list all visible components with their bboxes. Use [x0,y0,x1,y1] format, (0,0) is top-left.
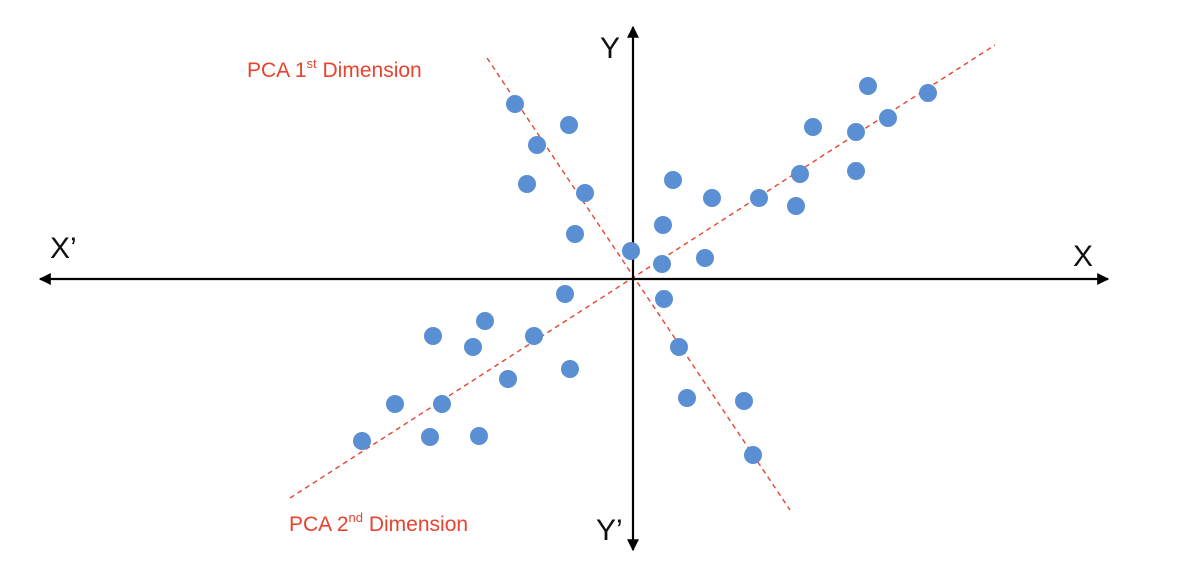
data-point-12 [703,189,721,207]
data-point-5 [576,184,594,202]
data-point-20 [919,84,937,102]
data-point-34 [353,432,371,450]
data-point-32 [421,428,439,446]
data-point-31 [386,395,404,413]
x-axis-positive-label: X [1073,240,1093,273]
pca-first-dimension-label: PCA 1st Dimension [247,56,422,82]
data-point-21 [859,77,877,95]
data-point-38 [744,446,762,464]
y-axis-negative-label: Y’ [596,514,623,547]
data-point-28 [499,370,517,388]
data-point-11 [664,171,682,189]
data-point-3 [528,136,546,154]
data-point-37 [735,392,753,410]
pca-second-dimension-label: PCA 2nd Dimension [289,510,468,536]
data-point-15 [804,118,822,136]
data-point-27 [424,327,442,345]
data-point-17 [847,162,865,180]
data-point-6 [566,225,584,243]
pca-second-dimension-line [289,44,996,499]
data-point-7 [622,242,640,260]
data-point-22 [556,285,574,303]
x-axis-negative-label: X’ [50,232,77,265]
data-points [353,77,937,464]
y-axis-positive-label: Y [600,32,620,65]
data-point-1 [506,95,524,113]
data-point-16 [787,197,805,215]
data-point-35 [670,338,688,356]
data-point-19 [879,109,897,127]
data-point-13 [750,189,768,207]
data-point-24 [525,327,543,345]
data-point-26 [464,338,482,356]
data-point-14 [791,165,809,183]
data-point-29 [561,360,579,378]
data-point-23 [655,290,673,308]
data-point-18 [847,123,865,141]
data-point-33 [470,427,488,445]
data-point-9 [696,249,714,267]
data-point-36 [678,389,696,407]
data-point-8 [653,255,671,273]
data-point-10 [654,216,672,234]
pca-first-dimension-line [486,57,791,511]
data-point-30 [433,395,451,413]
data-point-4 [518,175,536,193]
data-point-25 [476,312,494,330]
data-point-2 [560,116,578,134]
